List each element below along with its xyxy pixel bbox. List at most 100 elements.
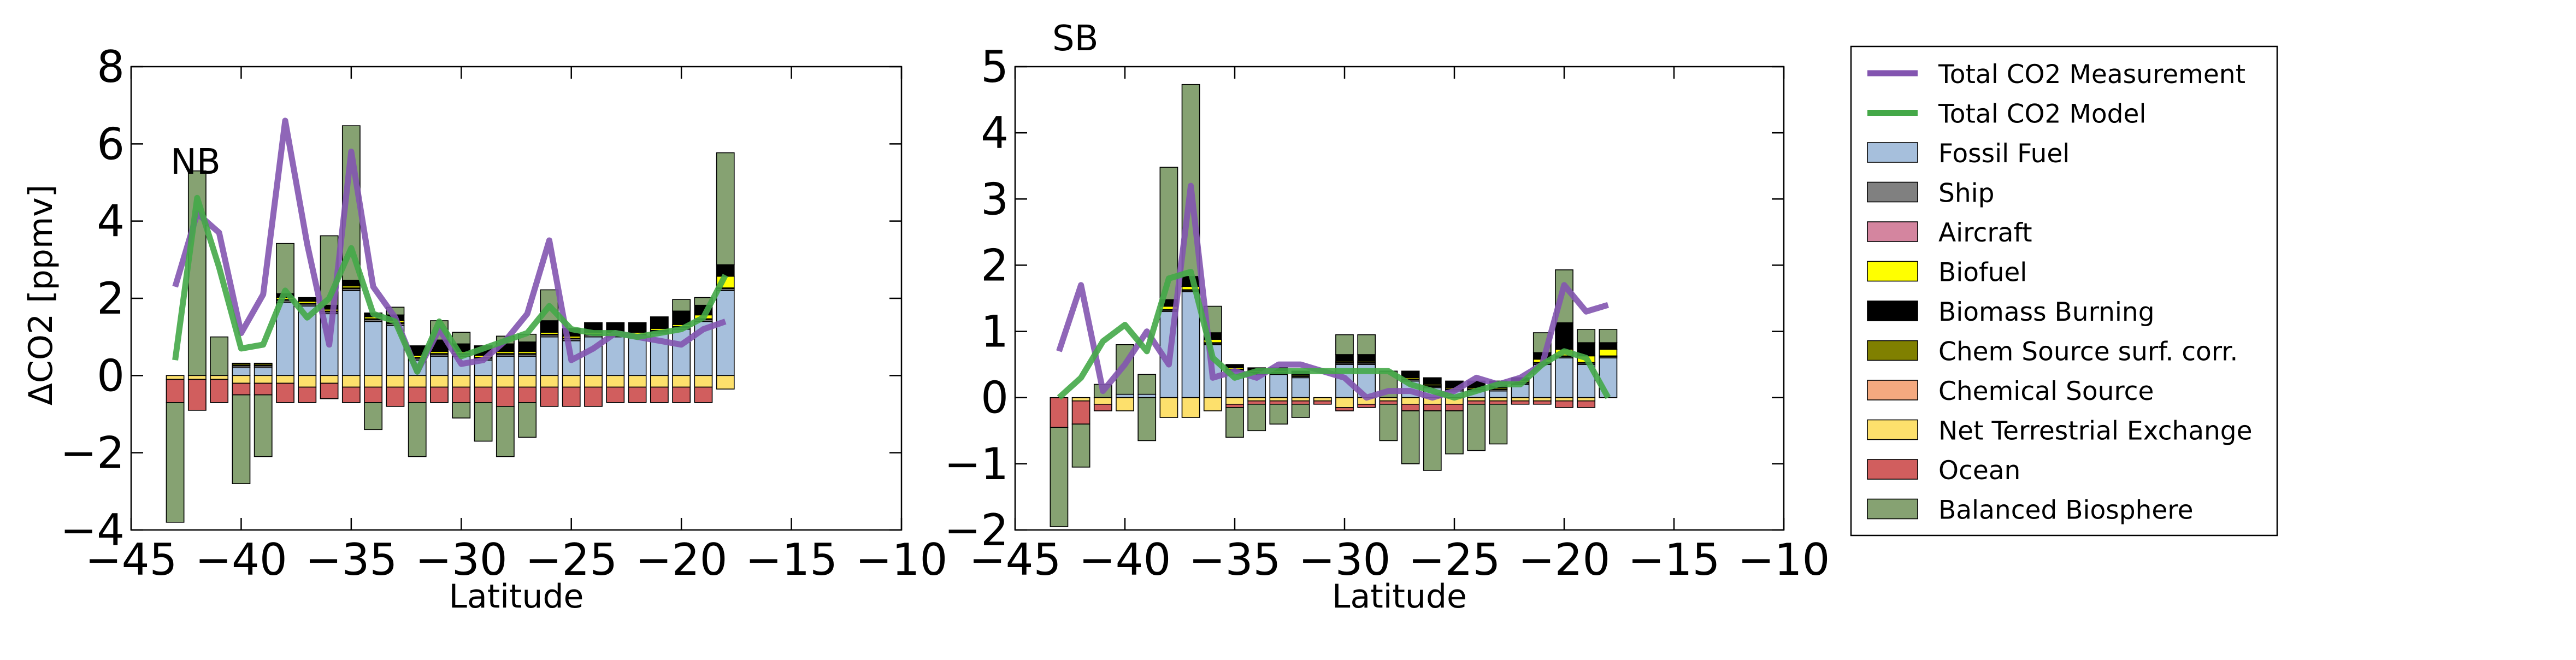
bar-balanced-biosphere-neg — [408, 402, 427, 457]
panel-nb: −45 −40 −35 −30 −25 −20 −15 −10−4−202468Latitud… — [60, 42, 947, 616]
x-tick-label: −30 — [415, 534, 508, 585]
bar-ocean-neg — [1225, 404, 1244, 408]
bar-net-terrestrial-exchange-neg — [1555, 397, 1573, 402]
bar-net-terrestrial-exchange-neg — [562, 375, 581, 388]
bar-net-terrestrial-exchange-neg — [210, 375, 229, 380]
bar-net-terrestrial-exchange-neg — [1577, 397, 1596, 402]
bar-ocean-neg — [1071, 400, 1090, 425]
bar-fossil-fuel-pos — [672, 328, 691, 376]
y-tick-label: 1 — [981, 307, 1009, 357]
y-tick-label: 5 — [981, 42, 1009, 92]
series-line-total-co2-measurement — [1056, 182, 1609, 401]
bar-fossil-fuel-pos — [716, 290, 735, 376]
bar-ocean-neg — [650, 386, 669, 403]
panel-label: SB — [1052, 19, 1099, 59]
bar-ocean-neg — [452, 386, 471, 403]
bar-net-terrestrial-exchange-neg — [166, 375, 185, 380]
x-tick-label: −25 — [1408, 534, 1501, 585]
bar-fossil-fuel-pos — [1291, 377, 1310, 398]
legend-swatch — [1867, 498, 1918, 520]
bar-ocean-neg — [1247, 400, 1266, 405]
bar-ocean-neg — [187, 379, 207, 411]
legend-item-biomass-burning: Biomass Burning — [1867, 297, 2155, 327]
panel-label: NB — [170, 142, 221, 182]
bar-ocean-neg — [1313, 400, 1332, 405]
y-tick-label: −2 — [944, 505, 1009, 556]
bar-fossil-fuel-pos — [606, 336, 625, 376]
x-tick-label: −35 — [1189, 534, 1281, 585]
bar-net-terrestrial-exchange-neg — [1401, 397, 1420, 405]
bar-ocean-neg — [1401, 404, 1420, 411]
bar-ocean-neg — [341, 386, 361, 403]
bar-biomass-burning-pos — [1225, 364, 1244, 369]
x-tick-label: −10 — [856, 534, 948, 585]
bar-net-terrestrial-exchange-neg — [430, 375, 449, 388]
bar-net-terrestrial-exchange-neg — [518, 375, 537, 388]
bar-fossil-fuel-pos — [430, 356, 449, 376]
legend-swatch — [1867, 181, 1918, 203]
bar-net-terrestrial-exchange-neg — [1489, 397, 1508, 402]
bar-net-terrestrial-exchange-neg — [1313, 397, 1332, 402]
bar-net-terrestrial-exchange-neg — [1335, 397, 1354, 408]
bar-biomass-burning-pos — [650, 316, 669, 329]
legend-label: Chem Source surf. corr. — [1938, 337, 2238, 367]
bar-net-terrestrial-exchange-neg — [474, 375, 493, 388]
legend-item-fossil-fuel: Fossil Fuel — [1867, 139, 2070, 169]
y-tick-label: −1 — [944, 439, 1009, 490]
bar-ocean-neg — [1291, 400, 1310, 405]
legend-item-aircraft: Aircraft — [1867, 218, 2032, 248]
series-line-total-co2-model — [1057, 269, 1611, 401]
bar-balanced-biosphere-neg — [1291, 404, 1310, 418]
bar-fossil-fuel-pos — [254, 367, 273, 376]
y-tick-label: 0 — [981, 373, 1009, 423]
bar-net-terrestrial-exchange-neg — [650, 375, 669, 388]
bar-ocean-neg — [430, 386, 449, 403]
legend-label: Net Terrestrial Exchange — [1938, 416, 2253, 446]
bar-ocean-neg — [1093, 404, 1112, 411]
bar-biomass-burning-pos — [254, 362, 273, 364]
x-tick-label: −30 — [1299, 534, 1391, 585]
bar-net-terrestrial-exchange-neg — [606, 375, 625, 388]
y-tick-label: −2 — [60, 428, 125, 479]
legend-label: Balanced Biosphere — [1938, 496, 2194, 526]
series-line-total-co2-model — [172, 195, 728, 375]
bar-balanced-biosphere-neg — [1137, 397, 1157, 441]
bar-ocean-neg — [254, 382, 273, 396]
bar-net-terrestrial-exchange-neg — [386, 375, 405, 388]
legend-swatch — [1867, 419, 1918, 440]
legend-item-net-terrestrial-exchange: Net Terrestrial Exchange — [1867, 416, 2253, 446]
y-tick-label: 3 — [981, 174, 1009, 225]
legend-label: Fossil Fuel — [1938, 139, 2070, 169]
bar-ocean-neg — [1555, 400, 1573, 408]
bar-balanced-biosphere-pos — [716, 152, 735, 266]
bar-balanced-biosphere-neg — [1269, 404, 1288, 425]
bar-balanced-biosphere-neg — [474, 402, 493, 442]
x-tick-label: −35 — [305, 534, 397, 585]
bar-balanced-biosphere-neg — [1050, 427, 1069, 527]
bar-net-terrestrial-exchange-neg — [1116, 397, 1134, 411]
legend-item-total-co2-measurement: Total CO2 Measurement — [1867, 60, 2245, 90]
bar-balanced-biosphere-neg — [364, 402, 383, 431]
bars — [166, 125, 735, 523]
bar-ocean-neg — [1335, 407, 1354, 411]
bar-biomass-burning-pos — [540, 320, 559, 333]
x-tick-label: −40 — [195, 534, 287, 585]
bar-ocean-neg — [1467, 400, 1486, 405]
bar-ocean-neg — [166, 379, 185, 403]
bar-balanced-biosphere-neg — [1071, 423, 1090, 468]
bars — [1050, 84, 1618, 527]
y-tick-label: 8 — [97, 42, 125, 92]
legend-item-total-co2-model: Total CO2 Model — [1867, 99, 2146, 129]
bar-fossil-fuel-pos — [1269, 374, 1288, 398]
bar-fossil-fuel-pos — [276, 302, 294, 376]
bar-fossil-fuel-pos — [1489, 390, 1508, 398]
bar-fossil-fuel-pos — [540, 336, 559, 376]
legend-label: Chemical Source — [1938, 376, 2154, 406]
bar-ocean-neg — [584, 386, 603, 407]
bar-biomass-burning-pos — [341, 279, 361, 287]
bar-ocean-neg — [628, 386, 647, 403]
y-axis-label: ΔCO2 [ppmv] — [22, 185, 60, 405]
bar-balanced-biosphere-neg — [1247, 404, 1266, 432]
series-lines — [172, 117, 728, 375]
bar-balanced-biosphere-pos — [1137, 374, 1157, 395]
